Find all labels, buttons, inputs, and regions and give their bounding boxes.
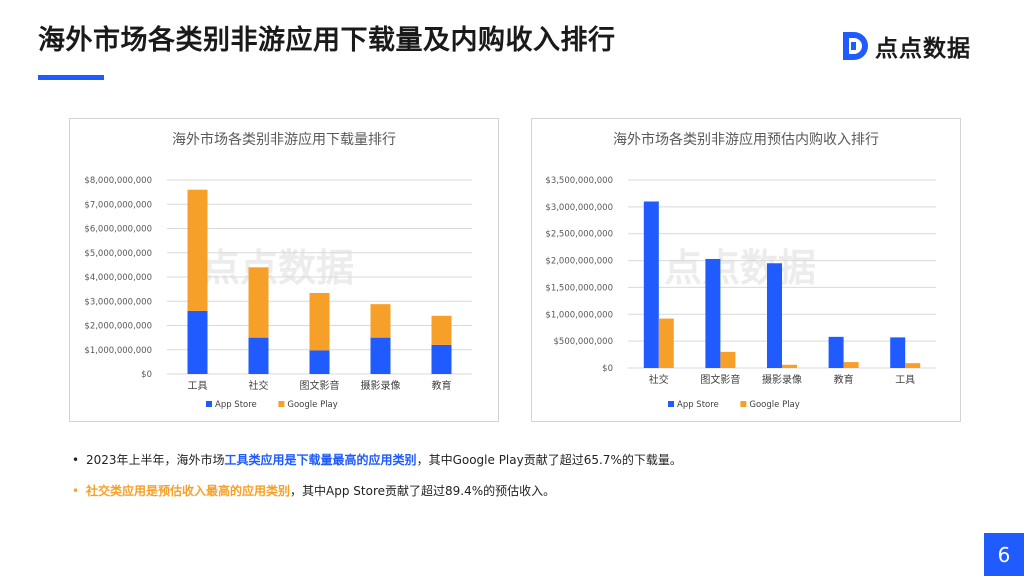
watermark: 点点数据 [664,246,817,290]
x-tick-label: 教育 [432,379,452,392]
watermark: 点点数据 [202,246,355,290]
downloads-chart: 海外市场各类别非游应用下载量排行 $0 $1,000,000,000 $2,000,0… [84,131,472,410]
bar [431,344,452,374]
x-tick-label: 摄影录像 [762,373,802,386]
y-tick-label: $7,000,000,000 [84,200,152,210]
insights-list: • 2023年上半年，海外市场工具类应用是下载量最高的应用类别，其中Google… [72,452,682,499]
revenue-chart: 海外市场各类别非游应用预估内购收入排行 $0 $500,000,000 $1,000,… [545,131,936,410]
x-tick-label: 图文影音 [300,379,340,392]
y-tick-label: $4,000,000,000 [84,273,152,283]
bar [905,363,921,368]
bar [767,263,782,368]
bar [782,364,797,368]
logo-text: 点点数据 [875,36,971,62]
bar [248,267,269,338]
y-tick-label: $3,000,000,000 [545,203,613,213]
legend-swatch [740,401,747,407]
y-tick-label: $6,000,000,000 [84,225,152,235]
y-tick-label: $0 [602,364,613,374]
insight-highlight: 社交类应用是预估收入最高的应用类别 [86,484,291,498]
x-tick-label: 社交 [649,373,669,386]
y-tick-label: $500,000,000 [554,337,613,347]
bar [843,362,859,368]
insight-text: ，其中App Store贡献了超过89.4%的预估收入。 [290,484,556,498]
bar [643,201,659,368]
bar [248,337,269,374]
title-underline [38,75,104,80]
y-tick-label: $1,000,000,000 [84,346,152,356]
bar [309,350,330,374]
legend-label: App Store [215,400,257,410]
insight-item: • 2023年上半年，海外市场工具类应用是下载量最高的应用类别，其中Google… [72,452,682,468]
bar [658,318,674,368]
x-tick-label: 教育 [834,373,854,386]
bar [828,336,844,368]
bar [705,258,721,368]
insight-item: • 社交类应用是预估收入最高的应用类别，其中App Store贡献了超过89.4… [72,483,682,499]
insight-text: ，其中Google Play贡献了超过65.7%的下载量。 [416,453,682,467]
bullet-dot: • [72,484,80,498]
y-tick-label: $5,000,000,000 [84,249,152,259]
y-tick-label: $2,500,000,000 [545,230,613,240]
y-tick-label: $3,000,000,000 [84,297,152,307]
legend-label: App Store [677,400,719,410]
downloads-chart-panel: 点点数据 海外市场各类别非游应用下载量排行 $0 $1,000,000,000 $2,… [69,118,499,422]
bar [431,315,452,345]
bar [187,189,208,311]
bar [720,351,736,368]
bar [370,337,391,374]
bar [309,293,330,351]
page-number: 6 [984,533,1024,576]
bar [370,304,391,338]
page-title: 海外市场各类别非游应用下载量及内购收入排行 [38,25,616,56]
legend-swatch [278,401,285,407]
legend-swatch [206,401,212,407]
chart-title: 海外市场各类别非游应用预估内购收入排行 [613,131,879,148]
y-tick-label: $2,000,000,000 [84,322,152,332]
legend-label: Google Play [287,400,337,410]
y-tick-label: $1,500,000,000 [545,283,613,293]
revenue-chart-panel: 点点数据 海外市场各类别非游应用预估内购收入排行 $0 $500,000,000 $1… [531,118,961,422]
y-tick-label: $0 [141,370,152,380]
x-tick-label: 社交 [249,379,269,392]
legend-label: Google Play [749,400,799,410]
y-tick-label: $1,000,000,000 [545,310,613,320]
insight-highlight: 工具类应用是下载量最高的应用类别 [224,453,417,467]
x-tick-label: 工具 [188,380,208,392]
y-tick-label: $8,000,000,000 [84,176,152,186]
x-tick-label: 工具 [895,374,915,386]
brand-logo: 点点数据 [840,29,971,63]
insight-text: 2023年上半年，海外市场 [86,453,225,467]
y-tick-label: $3,500,000,000 [545,176,613,186]
legend-swatch [668,401,674,407]
bar [890,337,906,368]
x-tick-label: 图文影音 [700,373,740,386]
bar [187,310,208,374]
chart-title: 海外市场各类别非游应用下载量排行 [172,131,396,148]
x-tick-label: 摄影录像 [361,379,401,392]
bullet-dot: • [72,453,80,467]
y-tick-label: $2,000,000,000 [545,257,613,267]
logo-icon [843,32,868,60]
